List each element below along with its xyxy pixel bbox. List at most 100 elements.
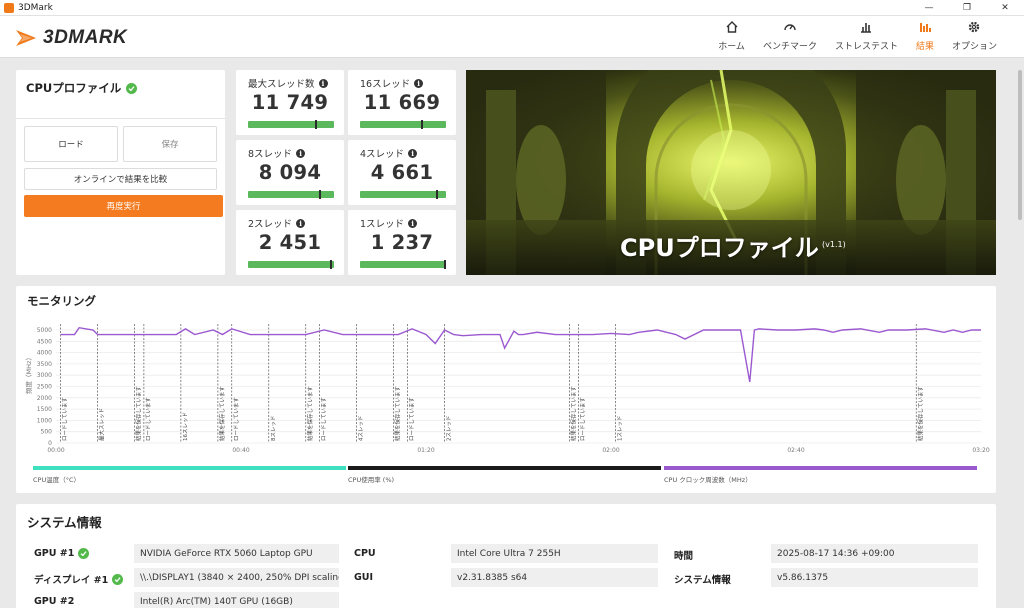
info-icon[interactable]: i [414,78,424,88]
score-value: 11 669 [363,91,441,114]
info-icon[interactable]: i [408,218,418,228]
rerun-button[interactable]: 再度実行 [24,195,223,217]
nav-home-label: ホーム [718,42,745,52]
phase-marker-label: 16スレッド [182,412,189,441]
y-axis-label: 頻度（MHz） [24,354,33,394]
x-tick-label: 03:20 [972,447,989,454]
y-tick-label: 500 [41,429,53,436]
legend-cpu-usage: CPU使用率 (%) [348,466,661,484]
score-card-2-threads: 2スレッド i 2 451 [236,210,344,275]
benchmark-hero-image: CPUプロファイル (v1.1) [466,70,996,275]
nav-benchmark[interactable]: ベンチマーク [754,18,826,52]
chart-grid [56,329,981,444]
phase-marker-label: 結果を保存しています [916,386,924,441]
score-label: 8スレッド [248,149,293,160]
sys-label-text: システム情報 [674,575,731,586]
check-icon [126,82,138,94]
score-card-8-threads: 8スレッド i 8 094 [236,140,344,205]
nav-stress-test-label: ストレステスト [834,42,898,52]
score-bar [360,260,447,269]
score-card-4-threads: 4スレッド i 4 661 [348,140,456,205]
sys-value-cpu: Intel Core Ultra 7 255H [451,544,658,563]
y-tick-label: 4500 [37,338,52,345]
legend-bar [664,466,977,470]
sys-value-gui: v2.31.8385 s64 [451,568,658,587]
home-icon [725,18,739,36]
phase-marker-label: 結果を保存しています [394,386,402,441]
save-button[interactable]: 保存 [123,126,217,162]
score-label: 4スレッド [360,149,405,160]
sys-label-gpu1: GPU #1 [34,548,90,559]
y-tick-label: 1000 [37,417,52,424]
vertical-scrollbar[interactable] [1016,58,1024,608]
sys-label-gui: GUI [354,572,373,583]
compare-online-button[interactable]: オンラインで結果を比較 [24,168,217,190]
divider [16,118,225,119]
phase-marker-label: 結果を保存しています [306,386,314,441]
score-bar-marker [421,120,424,129]
y-tick-label: 5000 [37,327,52,334]
y-tick-label: 3000 [37,372,52,379]
score-value: 11 749 [251,91,329,114]
profile-card: CPUプロファイル ロード 保存 オンラインで結果を比較 再度実行 [16,70,225,275]
nav-home[interactable]: ホーム [709,18,754,52]
score-value: 8 094 [258,161,322,184]
load-button[interactable]: ロード [24,126,118,162]
nav-stress-test[interactable]: ストレステスト [826,18,907,52]
phase-markers: ロードしています 最大スレッド 結果を保存しています ロードしています 16スレッド 結果… [60,324,924,443]
info-icon[interactable]: i [296,218,306,228]
x-tick-label: 02:00 [602,447,619,454]
sys-label-text: ディスプレイ #1 [34,575,109,586]
score-value: 2 451 [258,231,322,254]
score-bar-marker [329,260,332,269]
score-label: 16スレッド [360,79,411,90]
close-button[interactable]: ✕ [1001,3,1009,13]
score-label: 1スレッド [360,219,405,230]
sys-label-text: CPU [354,548,376,559]
gear-icon [967,18,981,36]
sys-label-text: GPU #2 [34,596,75,607]
phase-marker-label: ロードしています [62,397,69,441]
score-bar [248,190,334,199]
score-bar-marker [318,190,321,199]
logo-text: 3DMARK [43,27,128,48]
check-icon [112,573,124,585]
score-bar [248,120,334,129]
sys-label-display1: ディスプレイ #1 [34,572,124,586]
app-logo: 3DMARK [14,26,127,50]
phase-marker-label: 結果を保存しています [218,386,226,441]
maximize-button[interactable]: ❐ [962,3,972,13]
sys-label-text: 時間 [674,551,694,562]
sys-label-gpu2: GPU #2 [34,596,74,607]
app-header: 3DMARK ホーム ベンチマーク ストレステスト 結果 [0,16,1024,58]
score-card-16-threads: 16スレッド i 11 669 [348,70,456,135]
phase-marker-label: ロードしています [580,397,587,441]
scrollbar-thumb[interactable] [1018,70,1022,220]
legend-bar [348,466,661,470]
minimize-button[interactable]: — [924,3,934,13]
nav-results[interactable]: 結果 [907,18,943,52]
score-bar-marker [315,120,318,129]
info-icon[interactable]: i [296,148,306,158]
results-page: CPUプロファイル ロード 保存 オンラインで結果を比較 再度実行 最大スレッド… [0,58,1016,608]
nav-options[interactable]: オプション [943,18,1006,52]
y-tick-label: 2000 [37,395,52,402]
monitoring-card: モニタリング 0 500 1000 1500 2000 2500 3000 3500 4000 4… [16,286,996,493]
legend-label: CPU温度（°C） [33,476,81,484]
window-titlebar: 3DMark — ❐ ✕ [0,0,1024,16]
window-controls: — ❐ ✕ [910,0,1024,16]
sys-value-sysinfo: v5.86.1375 [771,568,978,587]
score-card-1-thread: 1スレッド i 1 237 [348,210,456,275]
info-icon[interactable]: i [408,148,418,158]
profile-title-row: CPUプロファイル [26,80,138,96]
legend-bar [33,466,346,470]
y-tick-label: 3500 [37,361,52,368]
system-info-card: システム情報 GPU #1 NVIDIA GeForce RTX 5060 La… [16,504,996,608]
info-icon[interactable]: i [318,78,328,88]
legend-label: CPU クロック周波数（MHz） [664,476,752,484]
score-label: 最大スレッド数 [248,79,315,90]
legend-label: CPU使用率 (%) [348,476,395,484]
results-icon [918,18,932,36]
nav-options-label: オプション [951,42,997,52]
phase-marker-label: ロードしています [233,397,240,441]
